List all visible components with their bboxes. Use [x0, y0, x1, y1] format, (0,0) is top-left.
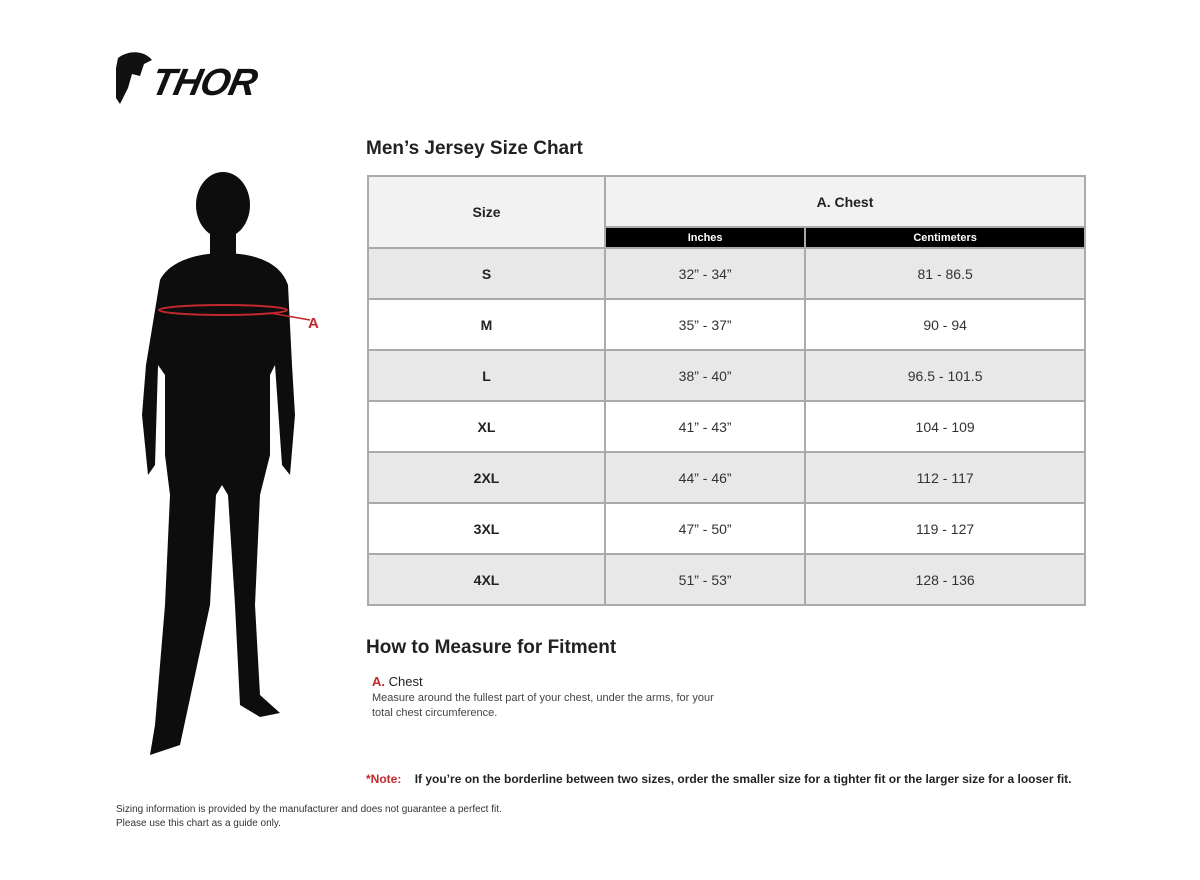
size-cell: M — [367, 298, 606, 351]
disclaimer: Sizing information is provided by the ma… — [116, 803, 502, 831]
measurement-label: A. Chest — [372, 674, 423, 689]
inches-cell: 38” - 40” — [603, 349, 807, 402]
table-row: 4XL 51” - 53” 128 - 136 — [367, 553, 1086, 606]
measurement-name: Chest — [388, 674, 423, 689]
table-row: M 35” - 37” 90 - 94 — [367, 298, 1086, 351]
header-centimeters: Centimeters — [804, 226, 1086, 249]
howto-title: How to Measure for Fitment — [366, 637, 617, 658]
inches-cell: 41” - 43” — [603, 400, 807, 453]
cm-cell: 81 - 86.5 — [804, 247, 1086, 300]
header-size: Size — [367, 175, 606, 249]
header-inches: Inches — [603, 226, 807, 249]
inches-cell: 32” - 34” — [603, 247, 807, 300]
note: *Note: If you’re on the borderline betwe… — [366, 772, 1072, 786]
note-text: If you’re on the borderline between two … — [414, 772, 1072, 786]
table-row: 2XL 44” - 46” 112 - 117 — [367, 451, 1086, 504]
marker-label: A — [308, 315, 319, 332]
header-chest: A. Chest — [604, 175, 1086, 228]
cm-cell: 128 - 136 — [804, 553, 1086, 606]
table-row: 3XL 47” - 50” 119 - 127 — [367, 502, 1086, 555]
cm-cell: 104 - 109 — [804, 400, 1086, 453]
size-cell: 3XL — [367, 502, 606, 555]
size-table: Size A. Chest Inches Centimeters S 32” - … — [367, 175, 1086, 606]
inches-cell: 44” - 46” — [603, 451, 807, 504]
helmet-icon — [116, 52, 152, 104]
size-cell: L — [367, 349, 606, 402]
thor-logo: THOR — [114, 48, 289, 108]
inches-cell: 35” - 37” — [603, 298, 807, 351]
logo-text: THOR — [147, 62, 261, 104]
body-silhouette: A — [142, 172, 319, 755]
measurement-description: Measure around the fullest part of your … — [372, 692, 714, 719]
size-cell: 4XL — [367, 553, 606, 606]
table-row: XL 41” - 43” 104 - 109 — [367, 400, 1086, 453]
table-row: L 38” - 40” 96.5 - 101.5 — [367, 349, 1086, 402]
cm-cell: 112 - 117 — [804, 451, 1086, 504]
measurement-letter: A. — [372, 674, 385, 689]
cm-cell: 90 - 94 — [804, 298, 1086, 351]
cm-cell: 96.5 - 101.5 — [804, 349, 1086, 402]
table-row: S 32” - 34” 81 - 86.5 — [367, 247, 1086, 300]
cm-cell: 119 - 127 — [804, 502, 1086, 555]
disclaimer-line-1: Sizing information is provided by the ma… — [116, 804, 502, 815]
chart-title: Men’s Jersey Size Chart — [366, 138, 583, 159]
disclaimer-line-2: Please use this chart as a guide only. — [116, 818, 281, 829]
size-cell: S — [367, 247, 606, 300]
inches-cell: 47” - 50” — [603, 502, 807, 555]
note-label: *Note: — [366, 772, 402, 786]
size-cell: XL — [367, 400, 606, 453]
size-cell: 2XL — [367, 451, 606, 504]
inches-cell: 51” - 53” — [603, 553, 807, 606]
